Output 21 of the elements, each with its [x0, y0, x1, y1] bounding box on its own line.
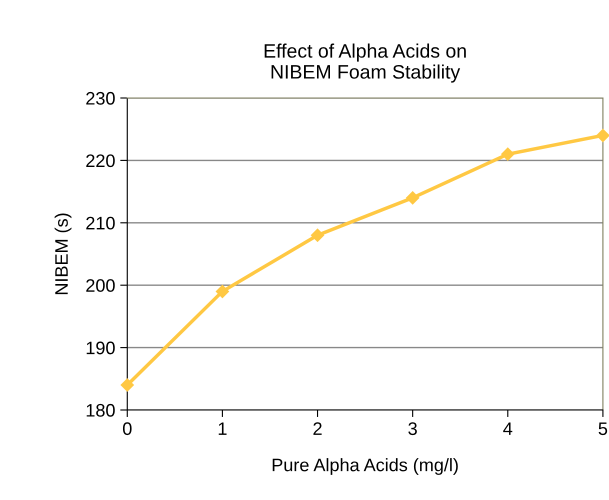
point	[406, 191, 420, 204]
x-tick-label: 5	[598, 422, 608, 436]
x-tick-label: 4	[503, 422, 512, 435]
point	[216, 284, 229, 298]
y-tick-label: 220	[86, 154, 115, 168]
chart-title: Effect of Alpha Acids on NIBEM Foam Stability	[264, 44, 466, 83]
y-tick-label: 200	[86, 279, 115, 292]
x-axis-title: Pure Alpha Acids (mg/l)	[272, 458, 458, 475]
x-tick-label: 2	[313, 422, 322, 435]
point	[596, 128, 609, 142]
x-tick-label: 1	[218, 422, 227, 435]
y-tick-label: 180	[86, 404, 115, 417]
y-axis-title: NIBEM (s)	[54, 213, 72, 294]
x-tick-label: 0	[122, 422, 132, 436]
point	[501, 148, 514, 161]
point	[310, 228, 324, 242]
y-tick-label: 190	[86, 342, 115, 354]
point	[120, 378, 134, 392]
x-tick-label: 3	[408, 422, 417, 436]
y-tick-label: 230	[86, 92, 115, 105]
y-tick-label: 210	[86, 216, 115, 230]
